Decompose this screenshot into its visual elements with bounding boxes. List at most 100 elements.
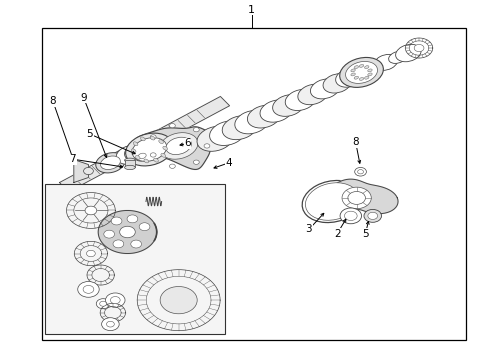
Ellipse shape	[367, 69, 371, 72]
Ellipse shape	[353, 66, 358, 69]
Circle shape	[150, 153, 156, 157]
Circle shape	[354, 167, 366, 176]
Circle shape	[100, 301, 106, 306]
Circle shape	[78, 282, 99, 297]
Text: 1: 1	[248, 5, 255, 15]
Circle shape	[96, 299, 110, 309]
Polygon shape	[98, 211, 157, 253]
Ellipse shape	[143, 159, 148, 163]
Circle shape	[103, 230, 114, 238]
Circle shape	[86, 250, 95, 257]
Ellipse shape	[209, 121, 245, 145]
Ellipse shape	[310, 79, 339, 99]
Circle shape	[203, 144, 209, 148]
Ellipse shape	[124, 143, 150, 161]
Ellipse shape	[323, 74, 350, 93]
Circle shape	[367, 212, 377, 220]
Circle shape	[347, 192, 365, 204]
Text: 7: 7	[69, 154, 76, 164]
Circle shape	[120, 226, 135, 238]
Ellipse shape	[116, 145, 143, 164]
Ellipse shape	[345, 62, 377, 84]
Circle shape	[106, 321, 114, 327]
Ellipse shape	[161, 153, 165, 157]
Ellipse shape	[339, 58, 383, 87]
Text: 4: 4	[225, 158, 232, 168]
Polygon shape	[60, 96, 229, 192]
Ellipse shape	[353, 76, 358, 79]
Ellipse shape	[135, 151, 149, 161]
Text: 8: 8	[352, 138, 358, 147]
Ellipse shape	[159, 133, 198, 159]
Ellipse shape	[234, 111, 268, 134]
Circle shape	[341, 187, 370, 209]
Circle shape	[85, 206, 97, 215]
Text: 8: 8	[49, 96, 56, 106]
Ellipse shape	[140, 137, 145, 141]
Ellipse shape	[285, 89, 315, 111]
Ellipse shape	[96, 153, 125, 173]
Circle shape	[110, 297, 120, 304]
Polygon shape	[74, 159, 88, 183]
Ellipse shape	[373, 54, 397, 70]
Circle shape	[169, 164, 175, 168]
Polygon shape	[319, 179, 397, 216]
Ellipse shape	[302, 180, 362, 222]
Ellipse shape	[350, 69, 355, 72]
Ellipse shape	[131, 149, 136, 153]
Circle shape	[113, 240, 123, 248]
Circle shape	[193, 127, 199, 132]
Ellipse shape	[124, 158, 135, 162]
Circle shape	[363, 210, 381, 222]
Ellipse shape	[305, 183, 358, 220]
Circle shape	[193, 160, 199, 165]
Ellipse shape	[100, 156, 120, 170]
Ellipse shape	[165, 137, 191, 155]
Circle shape	[83, 167, 93, 175]
Ellipse shape	[359, 77, 363, 80]
Circle shape	[105, 293, 125, 307]
Circle shape	[111, 217, 122, 225]
Circle shape	[357, 170, 363, 174]
Ellipse shape	[133, 142, 138, 146]
Ellipse shape	[359, 64, 363, 67]
Bar	[124, 160, 135, 167]
Ellipse shape	[388, 51, 406, 63]
Circle shape	[344, 211, 356, 221]
Circle shape	[130, 240, 141, 248]
Text: 5: 5	[362, 229, 368, 239]
Ellipse shape	[135, 156, 140, 159]
Text: 9: 9	[80, 93, 87, 103]
Bar	[42, 28, 466, 339]
Text: 3: 3	[305, 225, 311, 234]
Ellipse shape	[163, 146, 167, 150]
Text: 2: 2	[333, 229, 340, 239]
Circle shape	[339, 208, 361, 224]
Ellipse shape	[260, 100, 292, 122]
Polygon shape	[135, 127, 226, 170]
Ellipse shape	[159, 140, 163, 144]
Ellipse shape	[350, 73, 355, 76]
Ellipse shape	[297, 84, 327, 105]
Bar	[44, 184, 224, 334]
Circle shape	[127, 215, 138, 223]
Ellipse shape	[222, 116, 257, 140]
Ellipse shape	[247, 105, 280, 128]
Ellipse shape	[132, 141, 155, 158]
Ellipse shape	[364, 76, 368, 79]
Circle shape	[102, 318, 119, 330]
Circle shape	[169, 123, 175, 128]
Ellipse shape	[153, 158, 158, 162]
Ellipse shape	[367, 73, 371, 76]
Ellipse shape	[138, 153, 146, 159]
Text: 5: 5	[86, 129, 93, 139]
Ellipse shape	[197, 126, 233, 151]
Ellipse shape	[335, 68, 362, 87]
Ellipse shape	[395, 44, 420, 62]
Circle shape	[139, 223, 150, 231]
Ellipse shape	[150, 136, 155, 140]
Circle shape	[413, 44, 423, 51]
Ellipse shape	[272, 95, 304, 116]
Circle shape	[83, 285, 94, 293]
Circle shape	[160, 287, 197, 314]
